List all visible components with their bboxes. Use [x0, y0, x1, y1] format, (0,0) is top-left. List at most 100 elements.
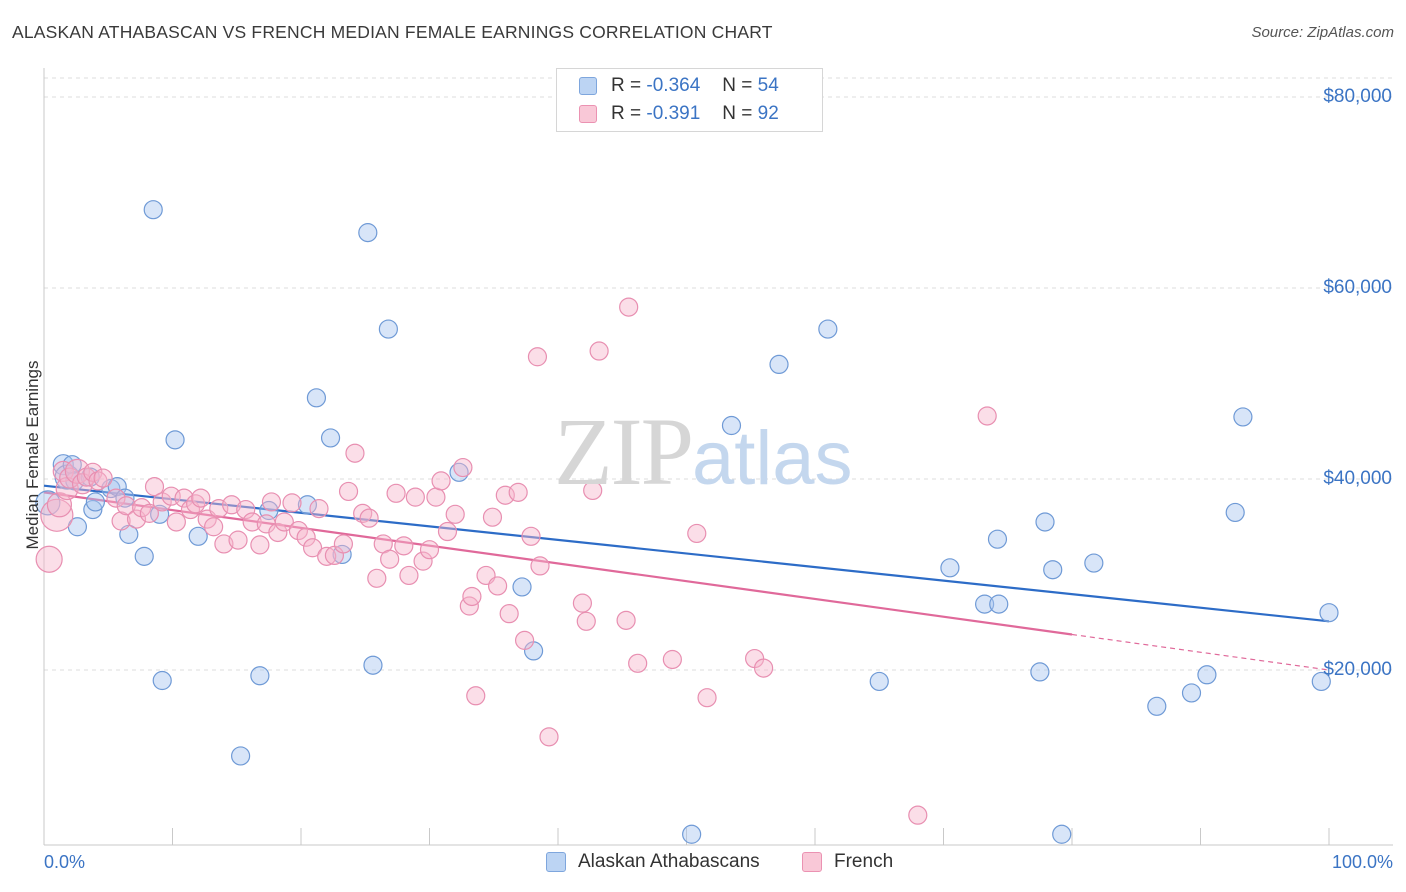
pink-swatch-icon — [802, 852, 822, 872]
french-point — [508, 482, 528, 502]
athabascan-point — [1311, 671, 1331, 692]
athabascan-point — [1084, 553, 1104, 573]
athabascan-point — [940, 558, 960, 578]
athabascan-point — [1030, 662, 1050, 682]
french-point — [282, 493, 302, 513]
pink-swatch-icon — [579, 105, 597, 123]
athabascan-point — [1043, 560, 1063, 580]
french-point — [687, 523, 707, 544]
legend-item-athabascans[interactable]: Alaskan Athabascans — [546, 851, 760, 873]
n-label: N = — [722, 103, 753, 124]
y-tick-60000: $60,000 — [1323, 277, 1392, 298]
french-point — [174, 488, 194, 508]
athabascan-point — [1197, 665, 1217, 685]
x-tick-left: 0.0% — [44, 852, 86, 872]
french-point — [317, 546, 337, 566]
french-point — [527, 347, 548, 367]
french-point — [413, 551, 433, 571]
french-point — [204, 517, 224, 537]
french-point — [52, 460, 74, 482]
french-point — [619, 297, 639, 317]
french-point — [214, 534, 234, 554]
athabascan-point — [1052, 824, 1072, 844]
athabascan-point — [682, 824, 702, 844]
y-tick-80000: $80,000 — [1323, 86, 1392, 107]
french-point — [908, 805, 928, 825]
french-point — [88, 471, 108, 491]
french-point — [166, 512, 186, 532]
french-point — [236, 499, 256, 520]
athabascan-point — [83, 499, 103, 520]
french-point — [345, 443, 365, 463]
french-point — [583, 480, 603, 501]
athabascan-trend-line — [43, 484, 1330, 623]
french-point — [572, 593, 593, 613]
french-point — [333, 534, 354, 554]
french-point — [426, 487, 446, 507]
french-point — [116, 496, 136, 516]
r-label: R = — [611, 103, 642, 124]
french-point — [144, 477, 165, 497]
athabascan-point — [62, 455, 82, 475]
grid-lines — [44, 77, 1393, 671]
athabascan-point — [152, 670, 172, 691]
french-point — [367, 568, 387, 588]
blue-swatch-icon — [546, 852, 566, 872]
french-point — [662, 649, 682, 670]
french-point — [302, 538, 323, 558]
french-point — [628, 653, 648, 673]
french-point — [977, 406, 997, 426]
athabascan-point — [1225, 502, 1245, 523]
athabascan-point — [1319, 603, 1339, 623]
athabascan-point — [134, 546, 154, 566]
x-tick-right: 100.0% — [1331, 852, 1393, 872]
athabascan-point — [987, 529, 1008, 549]
athabascan-point — [869, 671, 889, 692]
athabascan-point — [1181, 683, 1202, 703]
french-point — [35, 545, 63, 573]
french-point — [539, 727, 559, 747]
french-point — [521, 526, 541, 546]
y-tick-40000: $40,000 — [1323, 468, 1392, 489]
french-point — [753, 658, 774, 678]
french-point — [93, 468, 113, 488]
french-point — [380, 549, 400, 569]
french-point — [288, 520, 309, 541]
y-tick-20000: $20,000 — [1323, 659, 1392, 680]
french-point — [106, 488, 126, 508]
french-point — [482, 507, 503, 527]
athabascan-point — [250, 666, 270, 686]
legend-row-athabascan: R = -0.364 N = 54 — [579, 73, 779, 99]
french-point — [697, 688, 717, 708]
legend-row-french: R = -0.391 N = 92 — [579, 101, 779, 127]
athabascan-point — [85, 492, 106, 512]
french-point — [228, 530, 248, 550]
athabascan-point — [297, 495, 318, 515]
watermark-atlas: atlas — [692, 416, 853, 501]
french-point — [419, 540, 440, 560]
athabascan-point — [188, 526, 208, 546]
french-point — [186, 494, 206, 514]
chart-title: ALASKAN ATHABASCAN VS FRENCH MEDIAN FEMA… — [12, 22, 773, 42]
legend-item-french[interactable]: French — [802, 851, 893, 873]
french-point — [338, 481, 359, 502]
n-value: 92 — [757, 103, 779, 124]
athabascan-point — [512, 577, 532, 597]
french-point — [309, 499, 329, 519]
french-point — [242, 512, 262, 532]
french-point — [296, 527, 316, 547]
athabascan-point — [378, 319, 398, 339]
french-point — [462, 586, 482, 607]
french-point — [46, 492, 73, 518]
athabascan-point — [1035, 512, 1055, 532]
athabascan-point — [363, 655, 383, 675]
french-point — [40, 498, 74, 532]
legend-label: French — [834, 851, 894, 872]
athabascan-point — [143, 200, 163, 220]
french-point — [191, 488, 211, 508]
n-label: N = — [722, 75, 753, 96]
french-point — [139, 503, 159, 523]
french-point — [64, 458, 91, 484]
french-point — [499, 604, 519, 624]
french-point — [589, 341, 609, 361]
